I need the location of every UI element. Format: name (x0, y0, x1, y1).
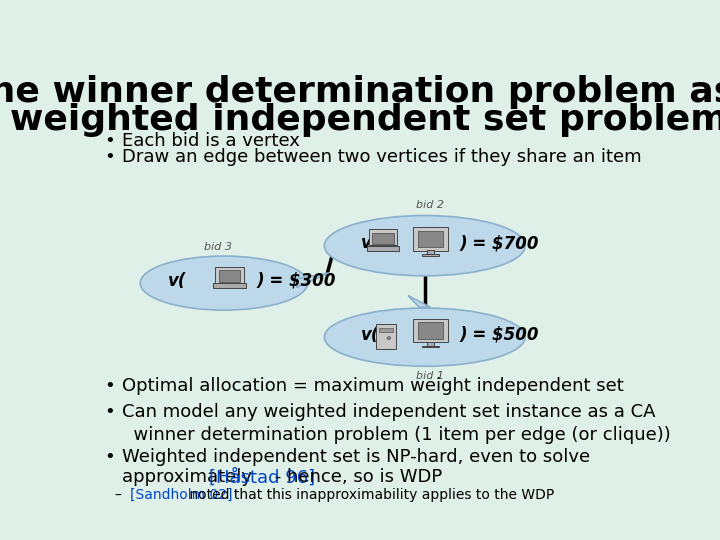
Bar (376, 323, 396, 349)
Text: - hence, so is WDP: - hence, so is WDP (269, 468, 442, 486)
Text: The winner determination problem as a: The winner determination problem as a (0, 75, 720, 109)
Text: Each bid is a vertex: Each bid is a vertex (122, 132, 300, 150)
Bar (427, 342, 433, 347)
Text: bid 1: bid 1 (416, 371, 444, 381)
Text: Weighted independent set is NP-hard, even to solve: Weighted independent set is NP-hard, eve… (122, 448, 590, 466)
Text: v(: v( (361, 234, 379, 252)
Text: ) = $500: ) = $500 (459, 326, 539, 343)
Text: ) = $700: ) = $700 (459, 234, 539, 252)
Bar (413, 319, 448, 342)
Text: •: • (104, 377, 114, 395)
Ellipse shape (140, 256, 307, 310)
Text: •: • (104, 148, 114, 166)
Ellipse shape (324, 308, 526, 366)
Polygon shape (408, 295, 431, 307)
Text: approximately: approximately (122, 468, 258, 486)
Text: •: • (104, 132, 114, 150)
Text: Optimal allocation = maximum weight independent set: Optimal allocation = maximum weight inde… (122, 377, 624, 395)
Ellipse shape (324, 215, 526, 276)
Bar (372, 233, 394, 244)
Bar (213, 283, 246, 288)
Text: bid 2: bid 2 (416, 200, 444, 210)
Text: •: • (104, 403, 114, 421)
Bar (413, 227, 448, 251)
Text: bid 3: bid 3 (204, 242, 233, 252)
Text: Can model any weighted independent set instance as a CA
  winner determination p: Can model any weighted independent set i… (122, 403, 671, 444)
Bar (366, 246, 400, 251)
Text: v(: v( (168, 272, 186, 289)
Text: noted that this inapproximability applies to the WDP: noted that this inapproximability applie… (185, 488, 554, 502)
Text: weighted independent set problem: weighted independent set problem (10, 103, 720, 137)
Text: v(: v( (361, 326, 379, 343)
Bar (418, 322, 443, 339)
Text: [Håstad 96]: [Håstad 96] (209, 468, 315, 487)
Bar (422, 254, 439, 255)
Bar (215, 267, 243, 283)
Bar (422, 346, 439, 347)
Text: •: • (104, 448, 114, 466)
Bar (379, 328, 393, 332)
Text: –: – (115, 488, 131, 502)
Bar (427, 251, 433, 255)
Polygon shape (297, 273, 330, 287)
Circle shape (387, 336, 391, 340)
Bar (418, 231, 443, 247)
Bar (369, 229, 397, 245)
Bar (219, 270, 240, 282)
Text: [Sandholm 02]: [Sandholm 02] (130, 488, 233, 502)
Text: ) = $300: ) = $300 (256, 272, 336, 289)
Text: Draw an edge between two vertices if they share an item: Draw an edge between two vertices if the… (122, 148, 642, 166)
